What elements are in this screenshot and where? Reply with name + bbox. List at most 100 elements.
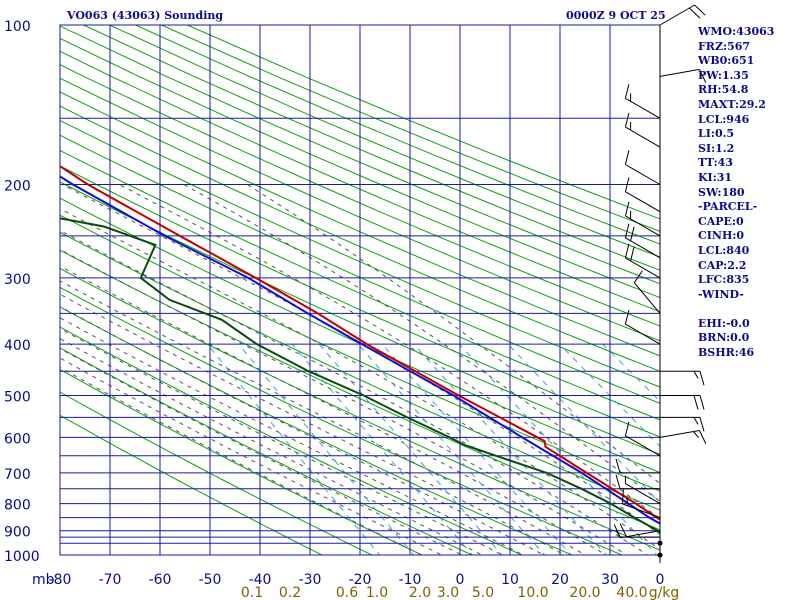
wind-barb-flag [630,246,635,262]
mixing-ratio-line [559,343,660,448]
mixing-ratio-label: 5.0 [472,585,494,600]
dry-adiabat [60,165,660,438]
temperature-tick-label: -60 [149,572,172,588]
wind-barb [625,435,661,457]
wind-barb-flag [694,4,706,16]
profiles [60,165,660,534]
pressure-tick-label: 700 [4,467,31,483]
wind-barb-flag [621,489,624,504]
index-item: BSHR:46 [698,346,755,360]
dry-adiabat [60,181,660,456]
temperature-tick-label: -80 [49,572,72,588]
wind-barb-flag [630,226,635,241]
index-item: CINH:0 [698,229,745,243]
wind-barb [625,215,661,237]
dry-adiabat [60,369,424,555]
indices-panel: WMO:43063 FRZ:567 WB0:651 PW:1.35 RH:54.8 MAX… [698,25,774,361]
pressure-unit-label: mb [32,572,55,588]
wind-barb-flag [615,474,621,489]
index-item: BRN:0.0 [698,331,750,345]
mixing-ratio-line [507,343,660,504]
wind-barb-flag [698,430,707,444]
moist-adiabat [60,208,660,550]
grid [59,24,661,556]
index-item: LFC:835 [698,273,750,287]
index-item: FRZ:567 [698,39,751,53]
wind-barb-flag [693,395,699,410]
moist-adiabat [60,305,545,555]
wind-barb-flag [624,201,630,217]
wind-barb [622,503,661,519]
wind-barb [625,164,661,185]
moist-adiabat [60,229,649,555]
wind-barb-flag [699,395,705,410]
temperature-tick-label: 30 [601,572,619,588]
wind-calm-mark [657,552,663,558]
index-item: SW:180 [698,185,745,199]
moist-adiabat [60,327,504,555]
dry-adiabat [60,326,524,555]
temperature-tick-label: 10 [501,572,519,588]
mixing-ratio-label: 40.0 [616,585,647,600]
wind-calm-mark [657,540,663,546]
mixing-ratio-line [318,343,503,555]
pressure-tick-label: 500 [4,390,31,406]
index-item: LCL:946 [698,112,750,126]
mixing-ratio-label: 0.6 [336,585,358,600]
wind-barb [625,323,661,345]
dry-adiabat [60,25,660,285]
pressure-tick-label: 600 [4,431,31,447]
dry-adiabat [109,25,660,258]
moist-adiabat [62,184,660,536]
moist-adiabat [60,347,464,555]
wind-barb [620,530,661,539]
wind-barb-flag [624,309,630,325]
dry-adiabat [60,214,660,492]
moist-adiabat [60,248,628,555]
wind-barb-flag [633,270,643,283]
wind-barb-flag [693,370,699,379]
moist-adiabat [60,280,587,555]
wind-barb-flag [626,497,629,507]
dry-adiabat [60,149,660,421]
wind-barb [625,483,661,505]
pressure-tick-label: 800 [4,498,31,514]
index-item: CAP:2.2 [698,258,747,272]
dry-adiabats [60,25,660,555]
mixing-ratio-label: 2.0 [409,585,431,600]
mixing-ratio-line [206,343,381,555]
dry-adiabat [60,91,660,357]
mixing-ratio-label: 10.0 [517,585,548,600]
index-item: WMO:43063 [698,25,775,38]
temperature-tick-label: 0 [456,572,465,588]
wind-barb-flag [619,523,627,537]
moist-adiabats [60,184,660,555]
moist-adiabat [60,338,484,555]
wind-barb-flag [624,150,630,165]
temperature-tick-label: -10 [399,572,422,588]
dry-adiabat [60,105,660,372]
dry-adiabat [60,37,660,299]
dry-adiabat [60,306,574,555]
wind-barbs [613,4,707,563]
dry-adiabat [60,197,660,474]
wind-barb [625,126,661,148]
moist-adiabat [60,317,525,555]
wind-barb-flag [699,371,705,386]
mixing-ratio-label: 3.0 [437,585,459,600]
temperature-tick-label: -30 [299,572,322,588]
dry-adiabat [60,134,660,404]
index-item: -PARCEL- [698,200,758,214]
temperature-tick-label: -70 [99,572,122,588]
wind-barb-flag [624,177,630,192]
dry-adiabat [135,25,660,245]
mixing-ratio-label: 1.0 [366,585,388,600]
dry-adiabat [60,414,324,555]
wind-barb [625,237,661,259]
wind-barb-flag [689,7,701,19]
chart-title: VO063 (43063) Sounding [67,9,224,22]
dry-adiabat [60,119,660,388]
temperature-tick-label: 0 [656,572,665,588]
temperature-profile-line [60,165,660,521]
